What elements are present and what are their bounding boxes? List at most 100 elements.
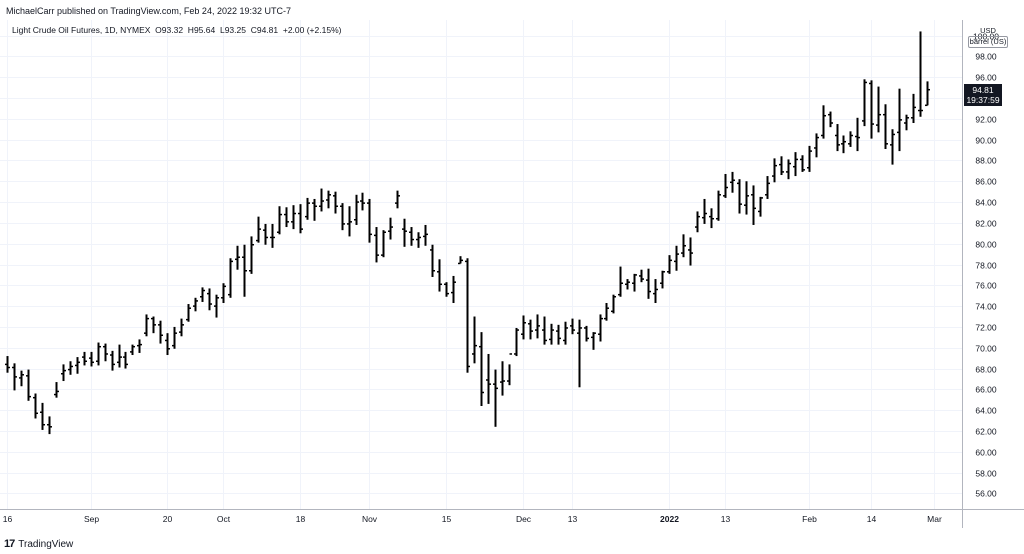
ohlc-bar: [925, 81, 930, 107]
ohlc-bar: [26, 369, 31, 401]
ohlc-bar: [68, 361, 73, 375]
ohlc-bar: [730, 171, 735, 193]
ohlc-bar: [563, 321, 568, 345]
ohlc-bar: [214, 294, 219, 318]
ohlc-bar: [507, 353, 512, 386]
ohlc-bar: [340, 203, 345, 231]
publish-header: MichaelCarr published on TradingView.com…: [6, 6, 291, 16]
ohlc-bar: [570, 318, 575, 335]
time-tick-label: Dec: [516, 514, 532, 524]
time-tick-label: Oct: [217, 514, 231, 524]
ohlc-bar: [291, 205, 296, 230]
ohlc-bar: [186, 304, 191, 322]
price-tick-label: 66.00: [975, 385, 997, 395]
symbol-legend: Light Crude Oil Futures, 1D, NYMEX O93.3…: [12, 25, 341, 35]
price-tick-label: 82.00: [975, 219, 997, 229]
ohlc-bar: [904, 114, 909, 131]
ohlc-bar: [207, 288, 212, 311]
ohlc-bar: [235, 245, 240, 270]
brand-name: TradingView: [18, 538, 74, 550]
open-label: O: [155, 25, 162, 35]
ohlc-bar: [660, 270, 665, 289]
ohlc-bar: [249, 236, 254, 274]
price-tick-label: 78.00: [975, 261, 997, 271]
ohlc-bar: [54, 382, 59, 398]
chart-axes: [0, 20, 1024, 528]
ohlc-bar: [33, 393, 38, 419]
ohlc-bar: [653, 279, 658, 303]
time-tick-label: 20: [163, 514, 173, 524]
ohlc-bars: [5, 31, 930, 435]
ohlc-bar: [800, 155, 805, 172]
close-value: 94.81: [256, 25, 279, 35]
ohlc-bar: [458, 256, 463, 265]
ohlc-bar: [841, 135, 846, 154]
ohlc-bar: [723, 173, 728, 198]
time-tick-label: 2022: [660, 514, 679, 524]
ohlc-bar: [437, 259, 442, 292]
ohlc-bar: [144, 314, 149, 337]
ohlc-bar: [632, 273, 637, 292]
ohlc-bar: [47, 416, 52, 435]
price-tick-label: 58.00: [975, 469, 997, 479]
ohlc-bar: [284, 207, 289, 228]
ohlc-bar: [688, 237, 693, 266]
ohlc-bar: [298, 204, 303, 234]
ohlc-bar: [772, 158, 777, 183]
price-tick-label: 88.00: [975, 156, 997, 166]
currency-label: USD: [980, 26, 996, 35]
ohlc-bar: [709, 208, 714, 229]
ohlc-bar: [674, 245, 679, 271]
ohlc-bar: [5, 356, 10, 373]
time-tick-label: Mar: [927, 514, 942, 524]
ohlc-bar: [117, 344, 122, 368]
price-tick-label: 56.00: [975, 489, 997, 499]
ohlc-bar: [835, 124, 840, 152]
change-value: +2.00 (+2.15%): [282, 25, 342, 35]
ohlc-bar: [779, 156, 784, 176]
ohlc-bar: [716, 190, 721, 221]
ohlc-bar: [855, 117, 860, 152]
symbol-name[interactable]: Light Crude Oil Futures, 1D, NYMEX: [12, 25, 151, 35]
price-tick-label: 70.00: [975, 344, 997, 354]
unit-label[interactable]: barrel (US): [968, 36, 1008, 48]
ohlc-bar: [333, 191, 338, 214]
ohlc-bar: [667, 255, 672, 274]
ohlc-bar: [228, 258, 233, 298]
ohlc-bar: [486, 353, 491, 404]
footer-brand[interactable]: 17 TradingView: [4, 538, 73, 550]
ohlc-bar: [19, 370, 24, 387]
ohlc-bar: [221, 283, 226, 303]
price-tick-label: 76.00: [975, 281, 997, 291]
time-tick-label: Nov: [362, 514, 378, 524]
ohlc-bar: [751, 185, 756, 225]
ohlc-bar: [130, 344, 135, 356]
price-tick-label: 74.00: [975, 302, 997, 312]
ohlc-bar: [876, 86, 881, 133]
ohlc-bar: [326, 190, 331, 209]
ohlc-bar: [305, 197, 310, 220]
ohlc-bar: [270, 223, 275, 248]
ohlc-bar: [604, 302, 609, 321]
ohlc-bar: [354, 194, 359, 225]
price-unit-box[interactable]: USD barrel (US): [966, 26, 1010, 49]
ohlc-bar: [444, 282, 449, 297]
high-value: 95.64: [193, 25, 216, 35]
ohlc-bar: [793, 152, 798, 177]
ohlc-bar: [96, 342, 101, 366]
price-tick-label: 64.00: [975, 406, 997, 416]
price-tick-label: 68.00: [975, 365, 997, 375]
ohlc-bar: [158, 320, 163, 344]
ohlc-bar: [584, 325, 589, 342]
ohlc-bar: [618, 266, 623, 297]
ohlc-bar: [542, 316, 547, 345]
ohlc-bar: [61, 364, 66, 382]
ohlc-bar: [263, 223, 268, 245]
ohlc-bar: [479, 332, 484, 406]
price-tick-label: 98.00: [975, 52, 997, 62]
ohlc-bar: [40, 402, 45, 430]
ohlc-bar: [312, 198, 317, 221]
ohlc-bar: [395, 190, 400, 209]
time-tick-label: 14: [867, 514, 877, 524]
